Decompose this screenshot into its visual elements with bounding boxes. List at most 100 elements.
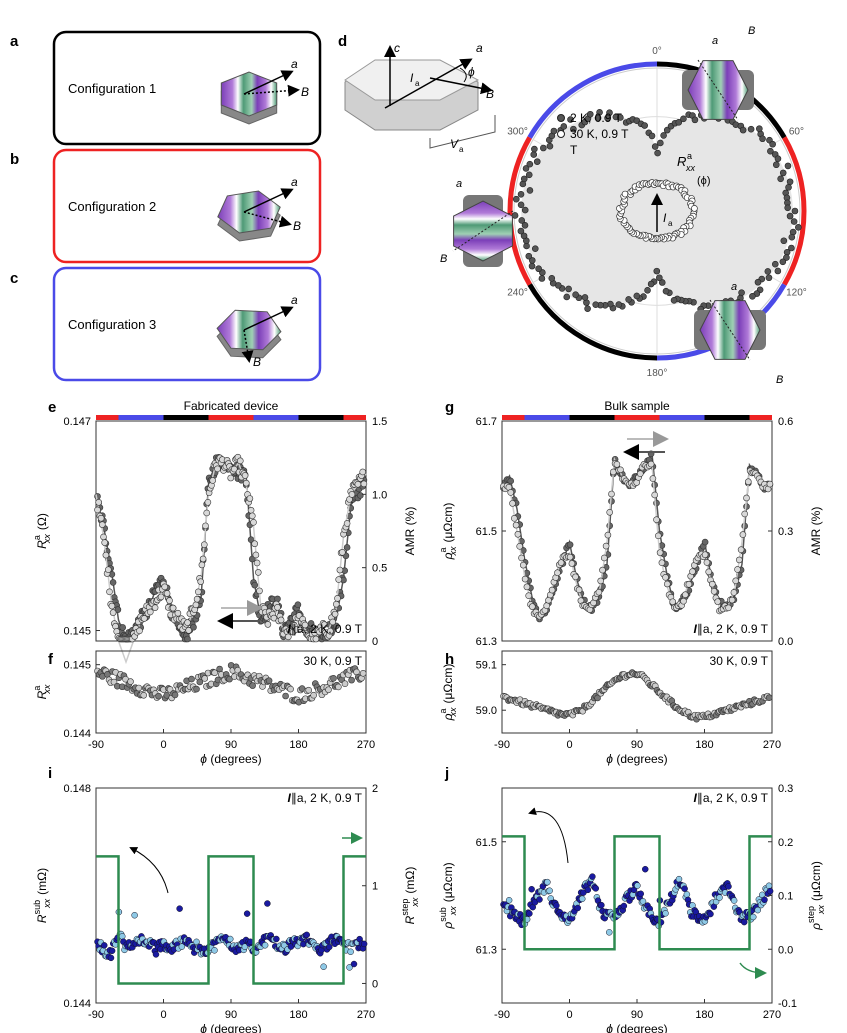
chart-j-point <box>584 886 592 894</box>
chart-j-ytick-label: 0.0 <box>778 944 793 956</box>
chart-j-xtick-label: 90 <box>631 1009 643 1021</box>
chart-g-point <box>554 569 561 577</box>
polar-point-2k <box>572 291 579 298</box>
schematic-I-sub: a <box>415 79 420 88</box>
crystal-bottom-right-diag <box>709 299 751 361</box>
chart-j-xtick-label: -90 <box>494 1009 510 1021</box>
ylabel-unit: (μΩcm) <box>809 861 823 901</box>
chart-e-ytick-label: 1.0 <box>372 489 387 501</box>
chart-e-point <box>274 604 281 611</box>
polar-point-2k <box>526 160 534 168</box>
ylabel-sub: xx <box>42 534 52 545</box>
chart-j-point <box>741 918 748 926</box>
annot-I: I <box>694 622 698 636</box>
chart-e-point <box>209 477 216 484</box>
polar-point-2k <box>767 147 774 155</box>
chart-i-xlabel: ϕ (degrees) <box>200 1022 261 1033</box>
config-B-arrow-1 <box>243 84 300 97</box>
polar-plot: 0° 60° 120° 180° 240° 300° 2 K, 0.9 T 30 K, 0.9… <box>440 25 807 386</box>
chart-i-point <box>227 935 234 943</box>
chart-j-step-line <box>502 835 772 951</box>
crystal-label-0: a <box>712 35 718 47</box>
chart-j-ylabel: ρsubxx (μΩcm) <box>438 862 458 929</box>
xlabel-phi: ϕ <box>200 1022 207 1033</box>
chart-j-xtick-label: 270 <box>763 1009 781 1021</box>
chart-g-point <box>523 583 531 591</box>
polar-point-2k <box>651 143 659 150</box>
chart-g-point <box>599 566 606 574</box>
ylabel-base: R <box>35 914 49 923</box>
chart-e-point <box>197 578 204 585</box>
chart-g-point <box>658 542 666 549</box>
ylabel-base: R <box>35 690 49 699</box>
chart-e-point <box>256 587 263 595</box>
chart-g-point <box>613 461 621 468</box>
polar-point-2k <box>764 268 772 275</box>
chart-e-point <box>264 621 272 628</box>
chart-f-xtick-label: 90 <box>225 739 237 751</box>
chart-g-ytick-label: 61.3 <box>476 636 497 648</box>
ylabel-sub: xx <box>816 904 826 915</box>
chart-f-xtick-label: 180 <box>289 739 307 751</box>
chart-g-point <box>575 586 583 594</box>
chart-j-point <box>546 887 553 894</box>
chart-j-point <box>639 898 647 905</box>
polar-point-2k <box>774 267 782 275</box>
chart-f-xtick-label: 270 <box>357 739 375 751</box>
chart-g-ytick-label: 0.0 <box>778 636 793 648</box>
chart-e-point <box>253 559 261 567</box>
chart-g-point <box>734 566 741 573</box>
polar-point-2k <box>788 233 796 241</box>
ylabel-sup: sub <box>438 907 448 922</box>
config-B-label-1: B <box>301 85 309 99</box>
ylabel-sup: a <box>438 547 448 552</box>
polar-point-2k <box>550 127 558 135</box>
config-a-label-2: a <box>291 175 298 189</box>
polar-point-2k <box>560 123 568 130</box>
polar-point-2k <box>680 115 687 123</box>
chart-e-point <box>119 624 126 631</box>
chart-g-point <box>685 581 693 588</box>
chart-e-point <box>192 601 200 609</box>
panel-label-i: i <box>48 765 52 782</box>
legend-label-30k-cont: T <box>570 143 578 157</box>
ylabel-sup: step <box>400 899 410 916</box>
chart-i-annotation: I∥a, 2 K, 0.9 T <box>288 791 363 805</box>
polar-point-2k <box>535 265 542 273</box>
chart-g-config-bar <box>569 415 615 420</box>
chart-e-point <box>252 551 260 559</box>
crystal-bottom-right <box>694 299 766 361</box>
ylabel-base: R <box>35 540 49 549</box>
crystal-label-4: a <box>731 281 737 293</box>
chart-g-config-bar <box>704 415 750 420</box>
chart-g-point <box>566 541 574 548</box>
chart-f-point <box>193 685 200 693</box>
schematic-a-label: a <box>476 41 483 55</box>
chart-i-point <box>101 942 108 949</box>
chart-g-point <box>701 551 709 558</box>
chart-j-y2label: ρstepxx (μΩcm) <box>806 861 826 931</box>
polar-point-2k <box>546 142 554 150</box>
polar-point-2k <box>517 227 525 235</box>
chart-f-point <box>325 686 332 694</box>
chart-g-point <box>766 480 774 488</box>
polar-point-2k <box>538 275 546 282</box>
chart-i-point <box>273 935 280 943</box>
chart-f-point <box>330 675 337 682</box>
chart-e-point <box>360 480 368 488</box>
chart-e-config-bar <box>208 415 254 420</box>
ylabel-sub: xx <box>410 897 420 908</box>
polar-point-2k <box>521 206 529 214</box>
schematic-B-label: B <box>486 87 494 101</box>
chart-g-point <box>510 515 518 522</box>
chart-g-point <box>507 477 515 485</box>
chart-e-point <box>174 609 182 617</box>
chart-e-point <box>246 495 254 502</box>
legend-label-2k: 2 K, 0.9 T <box>570 111 622 125</box>
chart-g-point <box>735 556 743 564</box>
chart-g-point <box>597 577 605 585</box>
polar-point-2k <box>596 109 603 116</box>
chart-g-annotation: I∥a, 2 K, 0.9 T <box>694 622 769 636</box>
chart-j-point <box>683 891 691 898</box>
